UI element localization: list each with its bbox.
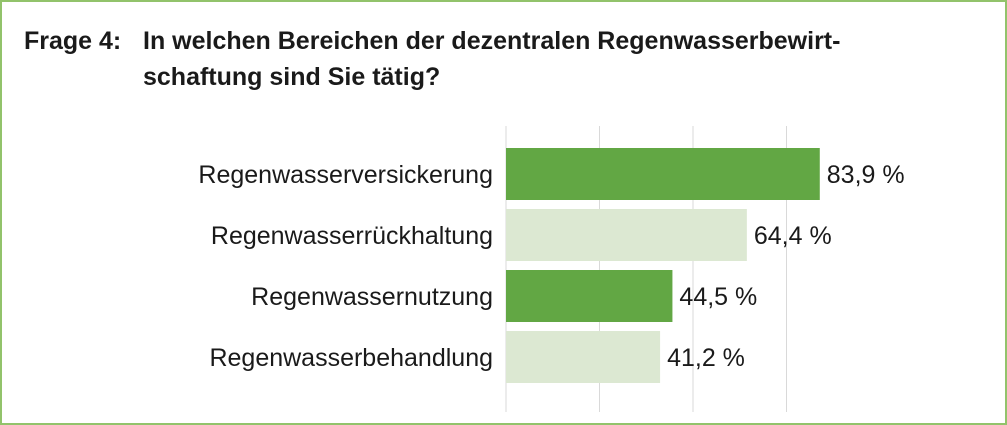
category-label-3: Regenwassernutzung xyxy=(251,283,493,311)
value-label-3: 44,5 % xyxy=(679,283,757,311)
value-label-4: 41,2 % xyxy=(667,344,745,372)
bar-1 xyxy=(506,148,820,200)
question-text-line-1: In welchen Bereichen der dezentralen Reg… xyxy=(143,27,841,55)
category-label-1: Regenwasserversickerung xyxy=(198,161,493,189)
value-label-1: 83,9 % xyxy=(827,161,905,189)
question-text-line-2: schaftung sind Sie tätig? xyxy=(143,63,441,91)
category-label-4: Regenwasserbehandlung xyxy=(209,344,493,372)
question-number: Frage 4: xyxy=(24,27,122,55)
bar-4 xyxy=(506,331,661,383)
value-label-2: 64,4 % xyxy=(754,222,832,250)
bar-3 xyxy=(506,270,673,322)
category-label-2: Regenwasserrückhaltung xyxy=(211,222,493,250)
bar-2 xyxy=(506,209,747,261)
